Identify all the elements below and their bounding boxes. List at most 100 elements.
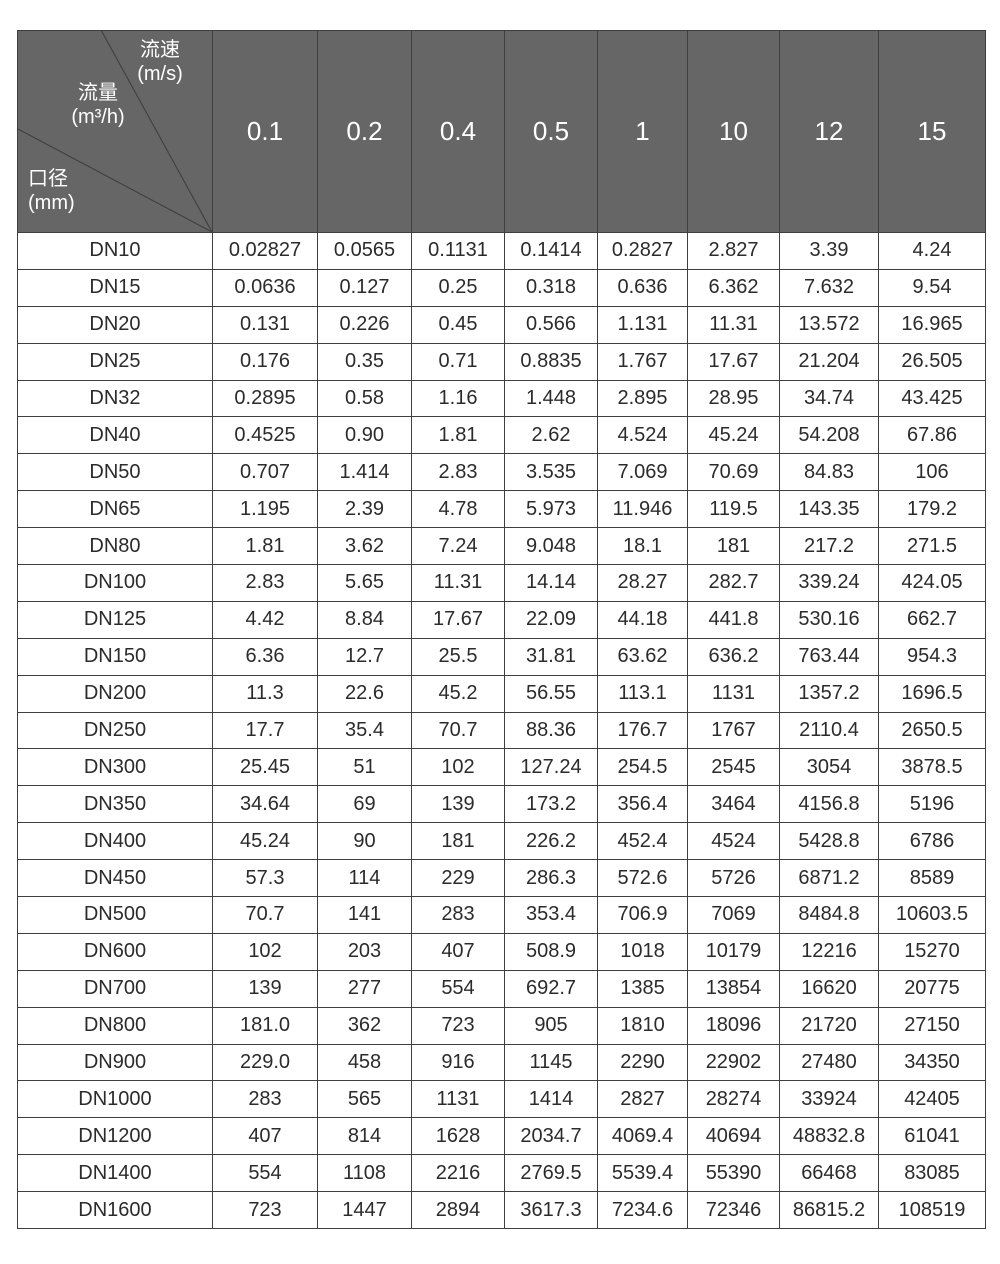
- cell-dn1400-v0.2: 1108: [317, 1154, 412, 1193]
- table-row: DN100 2.83 5.65 11.31 14.14 28.27 282.7 339.24 4…: [17, 564, 986, 602]
- cell-dn20-v0.4: 0.45: [411, 305, 505, 344]
- cell-dn150-v0.2: 12.7: [317, 637, 412, 676]
- cell-dn450-v0.2: 114: [317, 859, 412, 898]
- table-row: DN10 0.02827 0.0565 0.1131 0.1414 0.2827 2.827…: [17, 232, 986, 270]
- cell-dn15-v0.2: 0.127: [317, 268, 412, 307]
- cell-dn40-v0.2: 0.90: [317, 416, 412, 455]
- cell-dn1000-v15: 42405: [878, 1080, 986, 1119]
- column-header-5: 10: [687, 30, 780, 233]
- row-label-dn1000: DN1000: [17, 1080, 213, 1119]
- cell-dn1400-v1: 5539.4: [597, 1154, 688, 1193]
- table-row: DN200 11.3 22.6 45.2 56.55 113.1 1131 1357.2 169…: [17, 674, 986, 713]
- cell-dn500-v1: 706.9: [597, 896, 688, 934]
- cell-dn800-v0.5: 905: [504, 1006, 598, 1045]
- row-label-dn65: DN65: [17, 490, 213, 529]
- cell-dn400-v12: 5428.8: [779, 822, 879, 861]
- table-row: DN1600 723 1447 2894 3617.3 7234.6 72346 86815.…: [17, 1191, 986, 1230]
- cell-dn350-v0.1: 34.64: [212, 785, 318, 824]
- cell-dn10-v1: 0.2827: [597, 232, 688, 270]
- cell-dn100-v0.4: 11.31: [411, 564, 505, 602]
- table-row: DN900 229.0 458 916 1145 2290 22902 27480 34350: [17, 1043, 986, 1082]
- cell-dn250-v0.1: 17.7: [212, 711, 318, 750]
- header-label-flow-velocity: 流速 (m/s): [137, 39, 183, 86]
- table-row: DN1000 283 565 1131 1414 2827 28274 33924 42405: [17, 1080, 986, 1119]
- table-row: DN125 4.42 8.84 17.67 22.09 44.18 441.8 530.16 6…: [17, 600, 986, 639]
- cell-dn1000-v0.5: 1414: [504, 1080, 598, 1119]
- cell-dn100-v15: 424.05: [878, 564, 986, 602]
- table-row: DN80 1.81 3.62 7.24 9.048 18.1 181 217.2 271.5: [17, 527, 986, 566]
- cell-dn80-v0.4: 7.24: [411, 527, 505, 566]
- table-row: DN500 70.7 141 283 353.4 706.9 7069 8484.8 10603…: [17, 896, 986, 934]
- cell-dn80-v0.5: 9.048: [504, 527, 598, 566]
- cell-dn150-v1: 63.62: [597, 637, 688, 676]
- cell-dn800-v15: 27150: [878, 1006, 986, 1045]
- cell-dn65-v0.2: 2.39: [317, 490, 412, 529]
- cell-dn350-v12: 4156.8: [779, 785, 879, 824]
- cell-dn1400-v10: 55390: [687, 1154, 780, 1193]
- row-label-dn600: DN600: [17, 932, 213, 971]
- column-header-1: 0.2: [317, 30, 412, 233]
- cell-dn25-v0.1: 0.176: [212, 342, 318, 381]
- row-label-dn500: DN500: [17, 896, 213, 934]
- row-label-dn700: DN700: [17, 969, 213, 1008]
- cell-dn800-v12: 21720: [779, 1006, 879, 1045]
- cell-dn250-v10: 1767: [687, 711, 780, 750]
- cell-dn300-v15: 3878.5: [878, 748, 986, 787]
- cell-dn65-v1: 11.946: [597, 490, 688, 529]
- cell-dn700-v15: 20775: [878, 969, 986, 1008]
- cell-dn250-v0.5: 88.36: [504, 711, 598, 750]
- cell-dn40-v12: 54.208: [779, 416, 879, 455]
- column-header-6: 12: [779, 30, 879, 233]
- cell-dn700-v0.2: 277: [317, 969, 412, 1008]
- cell-dn100-v10: 282.7: [687, 564, 780, 602]
- cell-dn10-v0.2: 0.0565: [317, 232, 412, 270]
- cell-dn500-v0.1: 70.7: [212, 896, 318, 934]
- cell-dn1600-v0.1: 723: [212, 1191, 318, 1230]
- table-row: DN32 0.2895 0.58 1.16 1.448 2.895 28.95 34.74 43…: [17, 379, 986, 418]
- cell-dn450-v15: 8589: [878, 859, 986, 898]
- cell-dn300-v0.4: 102: [411, 748, 505, 787]
- cell-dn125-v15: 662.7: [878, 600, 986, 639]
- cell-dn800-v0.2: 362: [317, 1006, 412, 1045]
- cell-dn20-v10: 11.31: [687, 305, 780, 344]
- cell-dn1400-v12: 66468: [779, 1154, 879, 1193]
- cell-dn20-v12: 13.572: [779, 305, 879, 344]
- cell-dn10-v12: 3.39: [779, 232, 879, 270]
- cell-dn450-v0.5: 286.3: [504, 859, 598, 898]
- cell-dn1400-v0.1: 554: [212, 1154, 318, 1193]
- cell-dn15-v0.1: 0.0636: [212, 268, 318, 307]
- cell-dn20-v1: 1.131: [597, 305, 688, 344]
- cell-dn50-v0.1: 0.707: [212, 453, 318, 492]
- table-row: DN350 34.64 69 139 173.2 356.4 3464 4156.8 5196: [17, 785, 986, 824]
- cell-dn800-v10: 18096: [687, 1006, 780, 1045]
- cell-dn1600-v0.2: 1447: [317, 1191, 412, 1230]
- cell-dn400-v0.2: 90: [317, 822, 412, 861]
- cell-dn125-v0.2: 8.84: [317, 600, 412, 639]
- cell-dn900-v10: 22902: [687, 1043, 780, 1082]
- cell-dn900-v0.4: 916: [411, 1043, 505, 1082]
- cell-dn32-v0.5: 1.448: [504, 379, 598, 418]
- cell-dn150-v0.4: 25.5: [411, 637, 505, 676]
- row-label-dn32: DN32: [17, 379, 213, 418]
- cell-dn32-v1: 2.895: [597, 379, 688, 418]
- table-row: DN150 6.36 12.7 25.5 31.81 63.62 636.2 763.44 95…: [17, 637, 986, 676]
- cell-dn300-v12: 3054: [779, 748, 879, 787]
- row-label-dn200: DN200: [17, 674, 213, 713]
- cell-dn200-v0.1: 11.3: [212, 674, 318, 713]
- cell-dn350-v0.2: 69: [317, 785, 412, 824]
- row-label-dn900: DN900: [17, 1043, 213, 1082]
- cell-dn900-v0.1: 229.0: [212, 1043, 318, 1082]
- cell-dn100-v0.1: 2.83: [212, 564, 318, 602]
- cell-dn250-v0.2: 35.4: [317, 711, 412, 750]
- cell-dn1000-v12: 33924: [779, 1080, 879, 1119]
- cell-dn20-v0.2: 0.226: [317, 305, 412, 344]
- cell-dn200-v0.4: 45.2: [411, 674, 505, 713]
- table-row: DN250 17.7 35.4 70.7 88.36 176.7 1767 2110.4 265…: [17, 711, 986, 750]
- cell-dn100-v1: 28.27: [597, 564, 688, 602]
- cell-dn250-v15: 2650.5: [878, 711, 986, 750]
- cell-dn1200-v10: 40694: [687, 1117, 780, 1156]
- cell-dn20-v0.1: 0.131: [212, 305, 318, 344]
- cell-dn10-v0.5: 0.1414: [504, 232, 598, 270]
- cell-dn500-v15: 10603.5: [878, 896, 986, 934]
- cell-dn1200-v0.5: 2034.7: [504, 1117, 598, 1156]
